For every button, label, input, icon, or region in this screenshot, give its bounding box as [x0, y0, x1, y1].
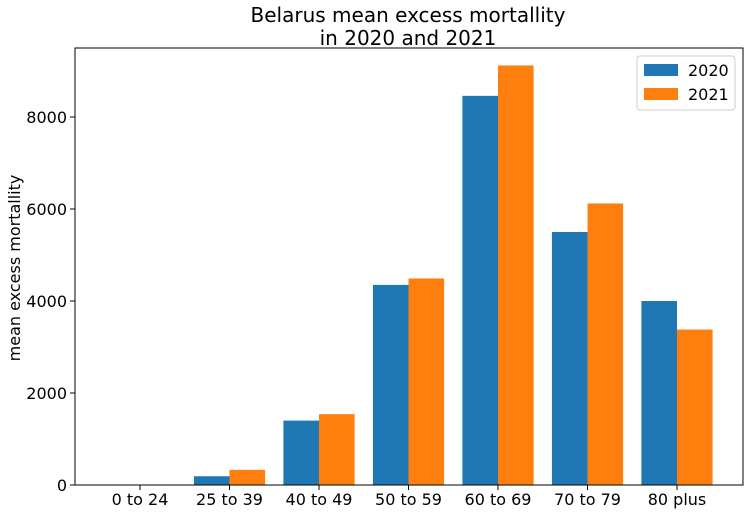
- x-tick-label: 80 plus: [648, 490, 707, 509]
- y-tick-label: 8000: [26, 108, 67, 127]
- x-ticks-group: 0 to 24 25 to 39 40 to 49 50 to 59 60 to 69 7…: [112, 485, 707, 509]
- bar-2020-3: [372, 284, 409, 485]
- axes-frame: [74, 47, 744, 486]
- legend-swatch-2021: [644, 88, 678, 100]
- bar-2020-4: [462, 95, 498, 485]
- bar-2020-1: [193, 476, 230, 485]
- bar-2021-1: [229, 469, 266, 485]
- x-tick-label: 70 to 79: [554, 490, 621, 509]
- legend: 2020 2021: [636, 55, 736, 111]
- y-tick-label: 4000: [26, 292, 67, 311]
- bar-2020-6: [641, 301, 677, 485]
- y-tick-label: 0: [57, 476, 67, 495]
- legend-label-2021: 2021: [688, 85, 729, 104]
- y-ticks-group: 0 2000 4000 6000 8000: [26, 108, 75, 495]
- x-tick-label: 25 to 39: [196, 490, 263, 509]
- bar-2021-6: [677, 329, 713, 485]
- bar-2021-2: [319, 414, 355, 485]
- x-tick-label: 60 to 69: [465, 490, 532, 509]
- legend-label-2020: 2020: [688, 61, 729, 80]
- bar-2020-5: [551, 232, 588, 485]
- y-axis-label: mean excess mortallity: [5, 175, 24, 362]
- y-tick-label: 6000: [26, 200, 67, 219]
- legend-swatch-2020: [644, 64, 678, 76]
- bar-2021-3: [408, 278, 445, 485]
- x-tick-label: 40 to 49: [286, 490, 353, 509]
- chart-title-line1: Belarus mean excess mortallity: [251, 3, 566, 27]
- x-tick-label: 50 to 59: [375, 490, 442, 509]
- x-tick-label: 0 to 24: [112, 490, 169, 509]
- bars-group: [193, 65, 713, 486]
- bar-2021-4: [498, 65, 534, 485]
- bar-2020-2: [283, 420, 319, 485]
- chart-title-line2: in 2020 and 2021: [320, 26, 497, 50]
- bar-2021-5: [587, 203, 624, 486]
- y-tick-label: 2000: [26, 384, 67, 403]
